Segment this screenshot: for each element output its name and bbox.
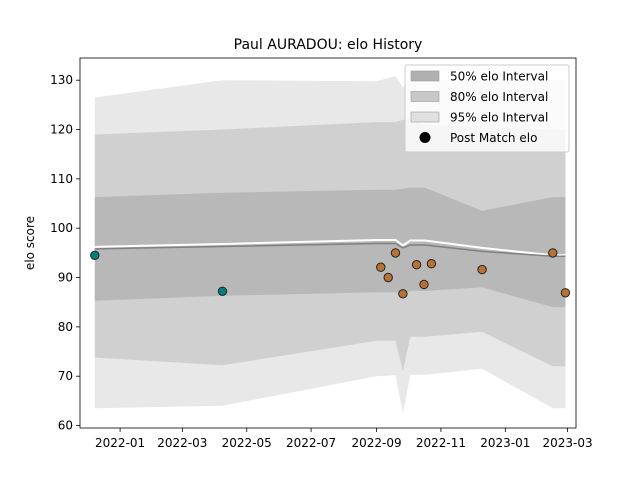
x-tick-label-2022-07: 2022-07 <box>286 436 336 450</box>
post-match-points <box>90 248 571 299</box>
band-50-interval <box>94 187 566 308</box>
x-tick-label-2023-03: 2023-03 <box>542 436 592 450</box>
y-tick-label-90: 90 <box>58 271 73 285</box>
post-match-point-11 <box>548 248 558 258</box>
post-match-point-5 <box>390 248 401 258</box>
legend-swatch-1 <box>410 70 440 82</box>
elo-lines <box>94 239 566 258</box>
legend-label-3: 95% elo Interval <box>450 111 548 125</box>
legend-label-4: Post Match elo <box>450 131 537 145</box>
y-tick-label-130: 130 <box>50 73 73 87</box>
legend-swatch-2 <box>410 91 440 102</box>
post-match-point-4 <box>383 272 393 283</box>
x-tick-label-2022-05: 2022-05 <box>222 436 272 450</box>
y-tick-label-70: 70 <box>58 369 73 383</box>
legend-label-1: 50% elo Interval <box>450 70 548 84</box>
x-tick-label-2023-01: 2023-01 <box>480 436 530 450</box>
y-axis-label: elo score <box>23 216 37 270</box>
legend-marker-4 <box>419 132 431 143</box>
median-elo-line <box>94 242 566 258</box>
y-tick-label-120: 120 <box>50 123 73 137</box>
legend-box <box>404 64 570 153</box>
post-match-point-10 <box>477 264 487 275</box>
post-match-point-6 <box>398 289 408 299</box>
post-match-point-1 <box>90 250 100 261</box>
y-axis-ticks: 60 70 80 90 100 110 120 130 <box>50 73 80 433</box>
post-match-point-2 <box>217 286 228 296</box>
post-match-point-3 <box>376 262 386 272</box>
x-tick-label-2022-01: 2022-01 <box>95 436 145 450</box>
post-match-point-9 <box>426 259 437 269</box>
legend-swatch-3 <box>410 111 440 123</box>
post-match-point-8 <box>419 279 429 290</box>
y-tick-label-100: 100 <box>50 221 73 235</box>
x-tick-label-2022-11: 2022-11 <box>416 436 466 450</box>
post-match-point-12 <box>560 288 571 298</box>
x-axis-ticks: 2022-01 2022-03 2022-05 2022-07 2022-09 2022-… <box>95 428 593 450</box>
post-match-point-7 <box>411 260 422 270</box>
mean-elo-line <box>94 239 566 257</box>
y-tick-label-80: 80 <box>58 320 73 334</box>
legend-label-2: 80% elo Interval <box>450 90 548 104</box>
chart-title: Paul AURADOU: elo History <box>234 37 423 53</box>
legend: 50% elo Interval 80% elo Interval 95% elo … <box>404 64 570 153</box>
y-tick-label-60: 60 <box>58 419 73 433</box>
x-tick-label-2022-09: 2022-09 <box>351 436 401 450</box>
y-tick-label-110: 110 <box>50 172 73 186</box>
x-tick-label-2022-03: 2022-03 <box>157 436 207 450</box>
plot-frame <box>79 57 577 429</box>
